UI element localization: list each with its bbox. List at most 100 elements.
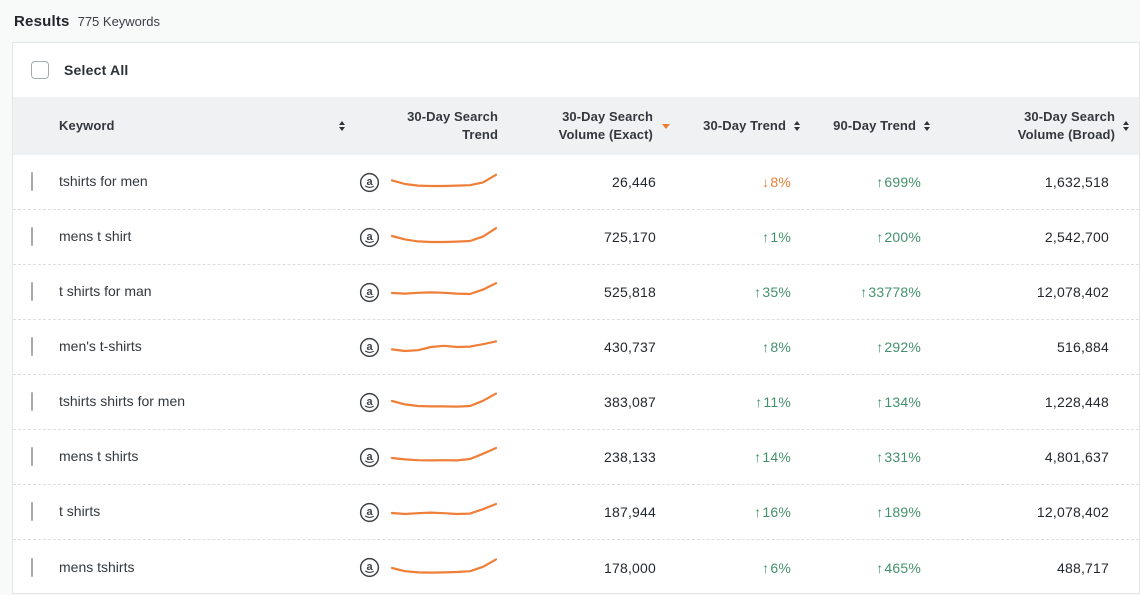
row-checkbox[interactable] — [31, 172, 33, 191]
results-bar: Results 775 Keywords — [0, 0, 1140, 30]
column-header-30day-search-trend: 30-Day Search Trend — [359, 108, 501, 143]
keyword-text: t shirts for man — [59, 282, 152, 302]
vol-exact-value: 187,944 — [501, 504, 676, 520]
trend-up-arrow-icon: ↑ — [876, 560, 883, 576]
column-header-keyword[interactable]: Keyword — [59, 117, 359, 135]
column-header-30day-volume-exact[interactable]: 30-Day Search Volume (Exact) — [501, 108, 676, 143]
keyword-cell: tshirts for men — [59, 172, 359, 192]
keyword-text: tshirts for men — [59, 172, 148, 192]
trend-30-value: ↑1% — [676, 229, 804, 245]
row-checkbox[interactable] — [31, 447, 33, 466]
sort-icon[interactable] — [794, 121, 800, 132]
trend-30-value: ↓8% — [676, 174, 804, 190]
trend-90-value: ↑699% — [804, 174, 934, 190]
row-checkbox-cell — [13, 448, 59, 466]
trend-90-value: ↑189% — [804, 504, 934, 520]
row-checkbox[interactable] — [31, 502, 33, 521]
trend-up-arrow-icon: ↑ — [762, 339, 769, 355]
sparkline-chart — [389, 224, 499, 250]
search-trend-cell: a — [359, 389, 501, 415]
amazon-icon[interactable]: a — [359, 557, 380, 578]
trend-up-arrow-icon: ↑ — [860, 284, 867, 300]
sparkline-chart — [389, 279, 499, 305]
keyword-cell: mens t shirts — [59, 447, 359, 467]
trend-up-arrow-icon: ↑ — [762, 560, 769, 576]
search-trend-cell: a — [359, 499, 501, 525]
trend-30-value: ↑8% — [676, 339, 804, 355]
results-title: Results — [14, 13, 70, 30]
trend-up-arrow-icon: ↑ — [754, 284, 761, 300]
trend-up-arrow-icon: ↑ — [876, 394, 883, 410]
trend-up-arrow-icon: ↑ — [876, 504, 883, 520]
search-trend-cell: a — [359, 444, 501, 470]
keyword-cell: mens tshirts — [59, 558, 359, 578]
results-count-badge: 775 Keywords — [78, 14, 160, 29]
select-all-label: Select All — [64, 62, 129, 78]
keyword-text: tshirts shirts for men — [59, 392, 185, 412]
vol-exact-value: 383,087 — [501, 394, 676, 410]
column-header-30day-trend[interactable]: 30-Day Trend — [676, 117, 804, 135]
row-checkbox[interactable] — [31, 227, 33, 246]
row-checkbox[interactable] — [31, 392, 33, 411]
amazon-icon[interactable]: a — [359, 392, 380, 413]
keyword-cell: tshirts shirts for men — [59, 392, 359, 412]
amazon-icon[interactable]: a — [359, 447, 380, 468]
trend-90-value: ↑331% — [804, 449, 934, 465]
search-trend-cell: a — [359, 279, 501, 305]
sort-icon[interactable] — [1123, 121, 1129, 132]
trend-up-arrow-icon: ↑ — [755, 394, 762, 410]
trend-up-arrow-icon: ↑ — [876, 229, 883, 245]
row-checkbox[interactable] — [31, 558, 33, 577]
row-checkbox-cell — [13, 173, 59, 191]
keyword-text: mens t shirts — [59, 447, 138, 467]
vol-broad-value: 1,228,448 — [934, 394, 1139, 410]
trend-up-arrow-icon: ↑ — [754, 449, 761, 465]
search-trend-cell: a — [359, 334, 501, 360]
table-body: tshirts for mena26,446↓8%↑699%1,632,518m… — [13, 155, 1139, 594]
amazon-icon[interactable]: a — [359, 502, 380, 523]
sort-icon[interactable] — [339, 121, 345, 132]
trend-90-value: ↑465% — [804, 560, 934, 576]
sparkline-chart — [389, 555, 499, 581]
vol-broad-value: 516,884 — [934, 339, 1139, 355]
row-checkbox[interactable] — [31, 337, 33, 356]
amazon-icon[interactable]: a — [359, 282, 380, 303]
amazon-icon[interactable]: a — [359, 337, 380, 358]
row-checkbox-cell — [13, 559, 59, 577]
vol-broad-value: 4,801,637 — [934, 449, 1139, 465]
sort-desc-icon[interactable] — [662, 124, 670, 129]
column-header-90day-trend[interactable]: 90-Day Trend — [804, 117, 934, 135]
keyword-cell: t shirts for man — [59, 282, 359, 302]
select-all-checkbox[interactable] — [31, 61, 49, 79]
vol-exact-value: 430,737 — [501, 339, 676, 355]
trend-30-value: ↑6% — [676, 560, 804, 576]
sort-icon[interactable] — [924, 121, 930, 132]
table-row: mens t shirta725,170↑1%↑200%2,542,700 — [13, 210, 1139, 265]
select-all-row: Select All — [13, 43, 1139, 97]
trend-up-arrow-icon: ↑ — [762, 229, 769, 245]
row-checkbox[interactable] — [31, 282, 33, 301]
amazon-icon[interactable]: a — [359, 172, 380, 193]
trend-down-arrow-icon: ↓ — [762, 174, 769, 190]
search-trend-cell: a — [359, 224, 501, 250]
keyword-cell: mens t shirt — [59, 227, 359, 247]
vol-broad-value: 1,632,518 — [934, 174, 1139, 190]
vol-exact-value: 178,000 — [501, 560, 676, 576]
trend-30-value: ↑14% — [676, 449, 804, 465]
trend-30-value: ↑16% — [676, 504, 804, 520]
trend-up-arrow-icon: ↑ — [876, 339, 883, 355]
row-checkbox-cell — [13, 338, 59, 356]
table-row: tshirts shirts for mena383,087↑11%↑134%1… — [13, 375, 1139, 430]
keyword-text: men's t-shirts — [59, 337, 142, 357]
table-row: t shirtsa187,944↑16%↑189%12,078,402 — [13, 485, 1139, 540]
table-row: mens t shirtsa238,133↑14%↑331%4,801,637 — [13, 430, 1139, 485]
trend-90-value: ↑33778% — [804, 284, 934, 300]
vol-broad-value: 2,542,700 — [934, 229, 1139, 245]
sparkline-chart — [389, 389, 499, 415]
amazon-icon[interactable]: a — [359, 227, 380, 248]
search-trend-cell: a — [359, 169, 501, 195]
table-row: mens tshirtsa178,000↑6%↑465%488,717 — [13, 540, 1139, 594]
row-checkbox-cell — [13, 393, 59, 411]
sparkline-chart — [389, 169, 499, 195]
column-header-30day-volume-broad[interactable]: 30-Day Search Volume (Broad) — [934, 108, 1139, 143]
